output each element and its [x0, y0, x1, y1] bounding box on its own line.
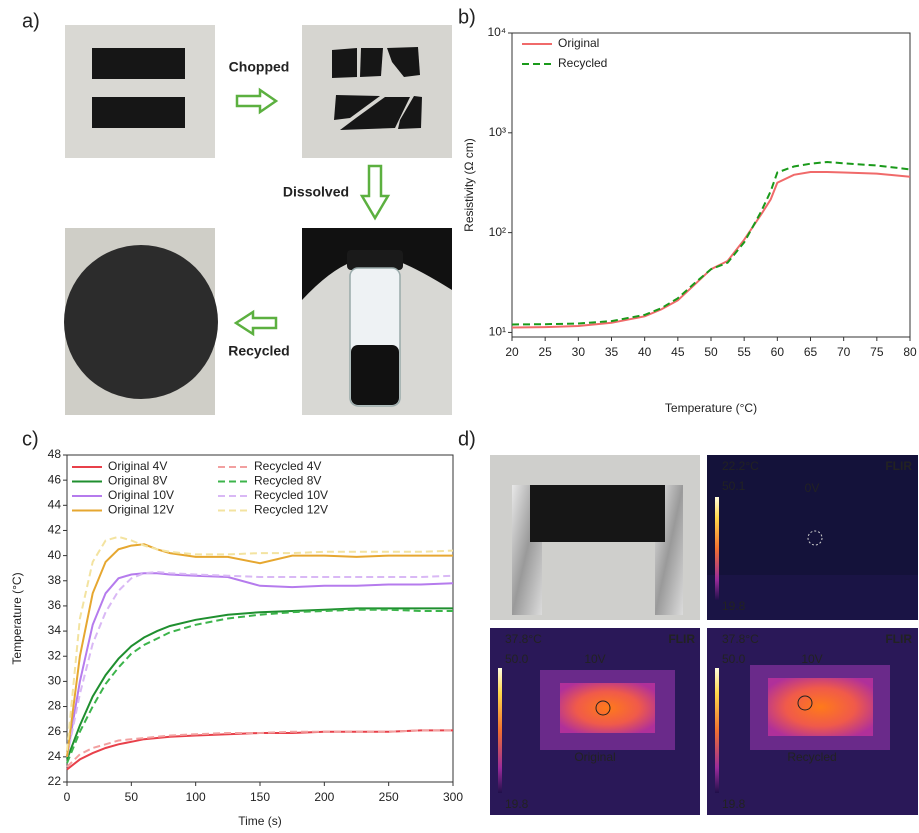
x-tick-label: 50: [704, 345, 718, 359]
legend-label: Original 4V: [108, 459, 167, 473]
y-axis-title: Temperature (°C): [10, 572, 24, 664]
x-tick-label: 65: [804, 345, 818, 359]
photo-strips: [65, 25, 215, 158]
brand: FLIR: [668, 632, 695, 646]
panel-label: b): [458, 6, 476, 28]
panel-label: a): [22, 10, 40, 32]
x-tick-label: 70: [837, 345, 851, 359]
photo-recycled-film: [64, 228, 218, 415]
data-line: [511, 171, 911, 329]
x-axis-title: Time (s): [238, 814, 282, 828]
data-line: [66, 535, 454, 751]
x-tick-label: 200: [314, 790, 334, 804]
step-label: Chopped: [229, 59, 290, 75]
x-tick-label: 20: [505, 345, 519, 359]
data-line: [66, 607, 453, 760]
scale-min: 19.8: [722, 797, 746, 811]
legend-label: Original 10V: [108, 488, 174, 502]
scale-min: 19.8: [505, 797, 529, 811]
x-tick-label: 100: [186, 790, 206, 804]
y-tick-label: 48: [48, 447, 62, 461]
y-tick-label: 10³: [489, 125, 506, 139]
data-line: [66, 729, 453, 771]
scale-max: 50.0: [505, 652, 529, 666]
brand: FLIR: [885, 632, 912, 646]
y-axis-title: Resistivity (Ω cm): [462, 138, 476, 232]
max-temp: 22.2°C: [722, 459, 759, 473]
legend-label: Recycled: [558, 56, 607, 70]
y-tick-label: 26: [48, 724, 62, 738]
scale-min: 19.8: [722, 599, 746, 613]
y-tick-label: 24: [48, 749, 62, 763]
max-temp: 37.8°C: [722, 632, 759, 646]
arrow: [233, 309, 278, 337]
x-axis-title: Temperature (°C): [665, 401, 757, 415]
step-label: Dissolved: [283, 184, 349, 200]
data-line: [66, 543, 453, 757]
plot-frame: [511, 32, 911, 338]
data-line: [511, 160, 911, 326]
x-tick-label: 55: [737, 345, 751, 359]
legend-label: Recycled 10V: [254, 488, 328, 502]
x-tick-label: 75: [870, 345, 884, 359]
x-tick-label: 300: [443, 790, 463, 804]
y-tick-label: 10¹: [489, 325, 506, 339]
panel-label: c): [22, 428, 39, 450]
y-tick-label: 36: [48, 598, 62, 612]
caption: Original: [574, 750, 615, 764]
voltage: 10V: [801, 652, 822, 666]
x-tick-label: 30: [572, 345, 586, 359]
scale-max: 50.0: [722, 652, 746, 666]
thermal-images: [490, 455, 918, 815]
data-line: [66, 572, 454, 757]
legend-label: Original 8V: [108, 474, 167, 488]
y-tick-label: 44: [48, 497, 62, 511]
y-tick-label: 28: [48, 699, 62, 713]
photo-heater: [490, 455, 700, 620]
x-tick-label: 35: [605, 345, 619, 359]
photo-vial: [302, 228, 452, 415]
caption: Recycled: [787, 750, 836, 764]
y-tick-label: 10⁴: [487, 25, 506, 39]
legend-label: Recycled 8V: [254, 474, 321, 488]
legend-label: Original: [558, 36, 599, 50]
voltage: 0V: [805, 481, 820, 495]
brand: FLIR: [885, 459, 912, 473]
x-tick-label: 250: [379, 790, 399, 804]
legend-label: Recycled 12V: [254, 503, 328, 517]
voltage: 10V: [584, 652, 605, 666]
x-tick-label: 80: [903, 345, 917, 359]
data-line: [66, 729, 453, 768]
x-tick-label: 0: [64, 790, 71, 804]
data-line: [66, 570, 454, 758]
x-tick-label: 150: [250, 790, 270, 804]
y-tick-label: 40: [48, 548, 62, 562]
y-tick-label: 38: [48, 573, 62, 587]
y-tick-label: 32: [48, 648, 62, 662]
y-tick-label: 30: [48, 674, 62, 688]
arrow: [235, 87, 279, 115]
data-line: [66, 608, 453, 764]
y-tick-label: 34: [48, 623, 62, 637]
x-tick-label: 50: [125, 790, 139, 804]
y-tick-label: 46: [48, 472, 62, 486]
x-tick-label: 25: [538, 345, 552, 359]
x-tick-label: 45: [671, 345, 685, 359]
step-label: Recycled: [228, 343, 289, 359]
x-tick-label: 40: [638, 345, 652, 359]
photo-chopped: [302, 25, 452, 158]
arrow: [359, 164, 391, 221]
legend-label: Original 12V: [108, 503, 174, 517]
x-tick-label: 60: [771, 345, 785, 359]
y-tick-label: 22: [48, 774, 62, 788]
panel-label: d): [458, 428, 476, 450]
y-tick-label: 10²: [489, 225, 506, 239]
legend-label: Recycled 4V: [254, 459, 321, 473]
max-temp: 37.8°C: [505, 632, 542, 646]
y-tick-label: 42: [48, 523, 62, 537]
scale-max: 50.1: [722, 479, 746, 493]
